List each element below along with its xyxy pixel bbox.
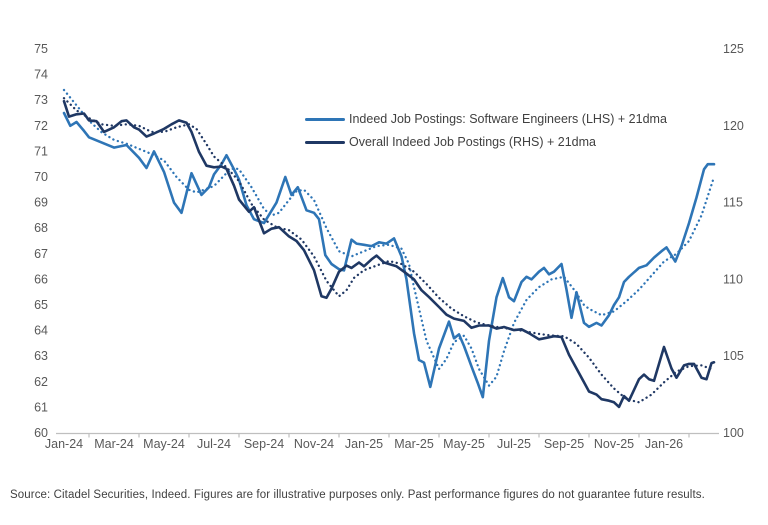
legend-entry-swe: Indeed Job Postings: Software Engineers …: [305, 112, 667, 126]
y-axis-label-left: 68: [34, 221, 48, 235]
x-axis-label: Sep-24: [244, 437, 284, 451]
y-axis-label-right: 105: [723, 349, 744, 363]
y-axis-label-right: 115: [723, 196, 743, 210]
legend-label-overall: Overall Indeed Job Postings (RHS) + 21dm…: [349, 135, 596, 149]
y-axis-label-left: 66: [34, 272, 48, 286]
y-axis-label-left: 70: [34, 170, 48, 184]
x-axis-label: Jul-24: [197, 437, 231, 451]
y-axis-label-right: 125: [723, 42, 744, 56]
y-axis-label-left: 61: [34, 400, 48, 414]
y-axis-label-left: 64: [34, 324, 48, 338]
y-axis-label-left: 71: [34, 144, 48, 158]
y-axis-label-left: 72: [34, 119, 48, 133]
y-axis-label-left: 63: [34, 349, 48, 363]
legend-entry-overall: Overall Indeed Job Postings (RHS) + 21dm…: [305, 135, 667, 149]
y-axis-label-left: 74: [34, 68, 48, 82]
x-axis-label: Mar-25: [394, 437, 434, 451]
x-axis-label: Nov-25: [594, 437, 634, 451]
x-axis-label: Jan-25: [345, 437, 383, 451]
y-axis-label-right: 100: [723, 426, 744, 440]
y-axis-label-left: 67: [34, 247, 48, 261]
x-axis-label: Nov-24: [294, 437, 334, 451]
x-axis-label: Jan-26: [645, 437, 683, 451]
x-axis-label: Mar-24: [94, 437, 134, 451]
legend-line-swatch-blue: [305, 117, 345, 121]
x-axis-label: Sep-25: [544, 437, 584, 451]
series-dotted-blue: [62, 88, 716, 387]
y-axis-label-left: 75: [34, 42, 48, 56]
chart-legend: Indeed Job Postings: Software Engineers …: [305, 112, 667, 149]
series-solid-navy: [62, 99, 716, 409]
x-axis-label: Jul-25: [497, 437, 531, 451]
y-axis-label-left: 60: [34, 426, 48, 440]
x-axis-label: Jan-24: [45, 437, 83, 451]
y-axis-label-left: 62: [34, 375, 48, 389]
legend-label-swe: Indeed Job Postings: Software Engineers …: [349, 112, 667, 126]
x-axis-label: May-25: [443, 437, 485, 451]
x-axis-label: May-24: [143, 437, 185, 451]
y-axis-label-left: 65: [34, 298, 48, 312]
series-solid-blue: [62, 111, 716, 399]
y-axis-label-left: 73: [34, 93, 48, 107]
legend-line-swatch-navy: [305, 140, 345, 144]
source-note: Source: Citadel Securities, Indeed. Figu…: [10, 489, 705, 501]
y-axis-label-left: 69: [34, 196, 48, 210]
y-axis-label-right: 120: [723, 119, 744, 133]
y-axis-label-right: 110: [723, 272, 743, 286]
series-dotted-navy: [62, 97, 716, 404]
